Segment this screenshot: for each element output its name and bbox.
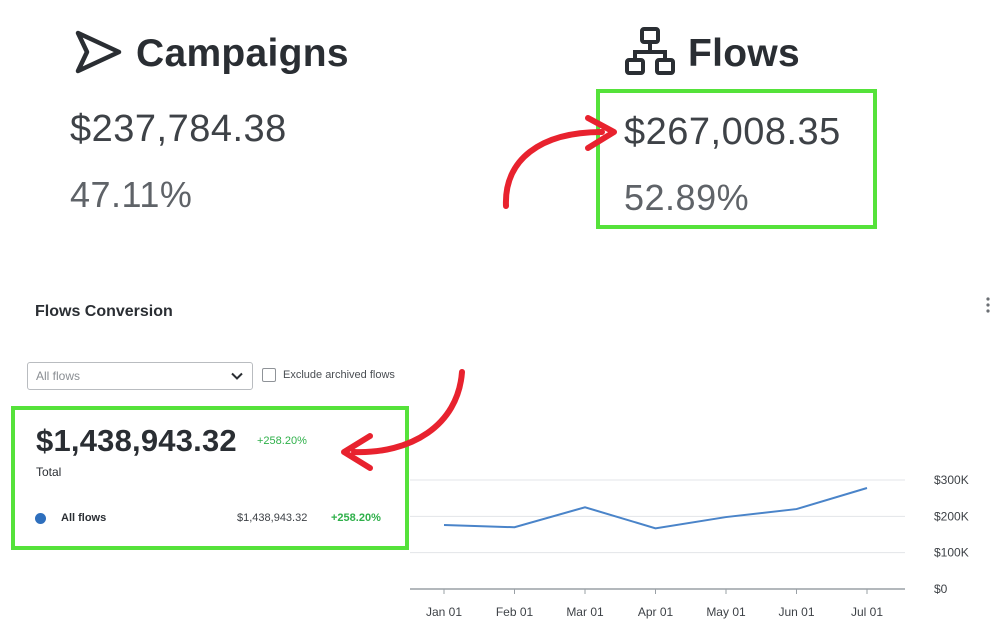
- total-change: +258.20%: [257, 435, 307, 447]
- total-value: $1,438,943.32: [36, 423, 237, 458]
- series-line-all-flows: [443, 487, 868, 530]
- flows-title: Flows: [688, 32, 801, 75]
- x-tick-label: Jul 01: [851, 605, 883, 619]
- flows-revenue: $267,008.35: [624, 111, 841, 153]
- x-tick-label: May 01: [706, 605, 746, 619]
- total-highlight-box: $1,438,943.32 +258.20% Total All flows $…: [11, 406, 409, 550]
- chevron-down-icon: [230, 369, 244, 388]
- campaigns-title: Campaigns: [136, 32, 349, 75]
- exclude-archived-checkbox[interactable]: [262, 368, 276, 382]
- y-tick-label: $0: [934, 582, 948, 596]
- annotation-arrow-bottom: [330, 366, 480, 481]
- flows-percent: 52.89%: [624, 177, 750, 218]
- exclude-archived-label: Exclude archived flows: [283, 369, 395, 381]
- x-tick-label: Feb 01: [496, 605, 534, 619]
- flows-block: Flows: [620, 22, 980, 92]
- annotation-arrow-top: [490, 110, 630, 225]
- y-tick-label: $300K: [934, 473, 969, 487]
- legend-value: $1,438,943.32: [237, 512, 308, 524]
- campaigns-block: Campaigns $237,784.38 47.11%: [70, 22, 390, 222]
- flow-filter-select[interactable]: All flows: [27, 362, 253, 390]
- campaigns-percent: 47.11%: [70, 174, 193, 215]
- legend-dot: [35, 513, 46, 524]
- x-tick-label: Mar 01: [566, 605, 604, 619]
- x-tick-label: Jan 01: [426, 605, 462, 619]
- kebab-menu-icon[interactable]: [984, 296, 992, 321]
- total-label: Total: [36, 465, 62, 479]
- flow-hierarchy-icon: [624, 26, 676, 83]
- x-tick-label: Apr 01: [638, 605, 674, 619]
- flows-highlight-box: $267,008.35 52.89%: [596, 89, 877, 229]
- widget-title: Flows Conversion: [35, 303, 173, 320]
- flow-filter-selected: All flows: [36, 369, 81, 383]
- x-tick-label: Jun 01: [778, 605, 814, 619]
- campaigns-revenue: $237,784.38: [70, 108, 287, 150]
- y-tick-label: $200K: [934, 509, 969, 523]
- y-tick-label: $100K: [934, 546, 969, 560]
- legend-name: All flows: [61, 512, 107, 524]
- send-icon: [72, 28, 124, 81]
- legend-change: +258.20%: [331, 512, 381, 524]
